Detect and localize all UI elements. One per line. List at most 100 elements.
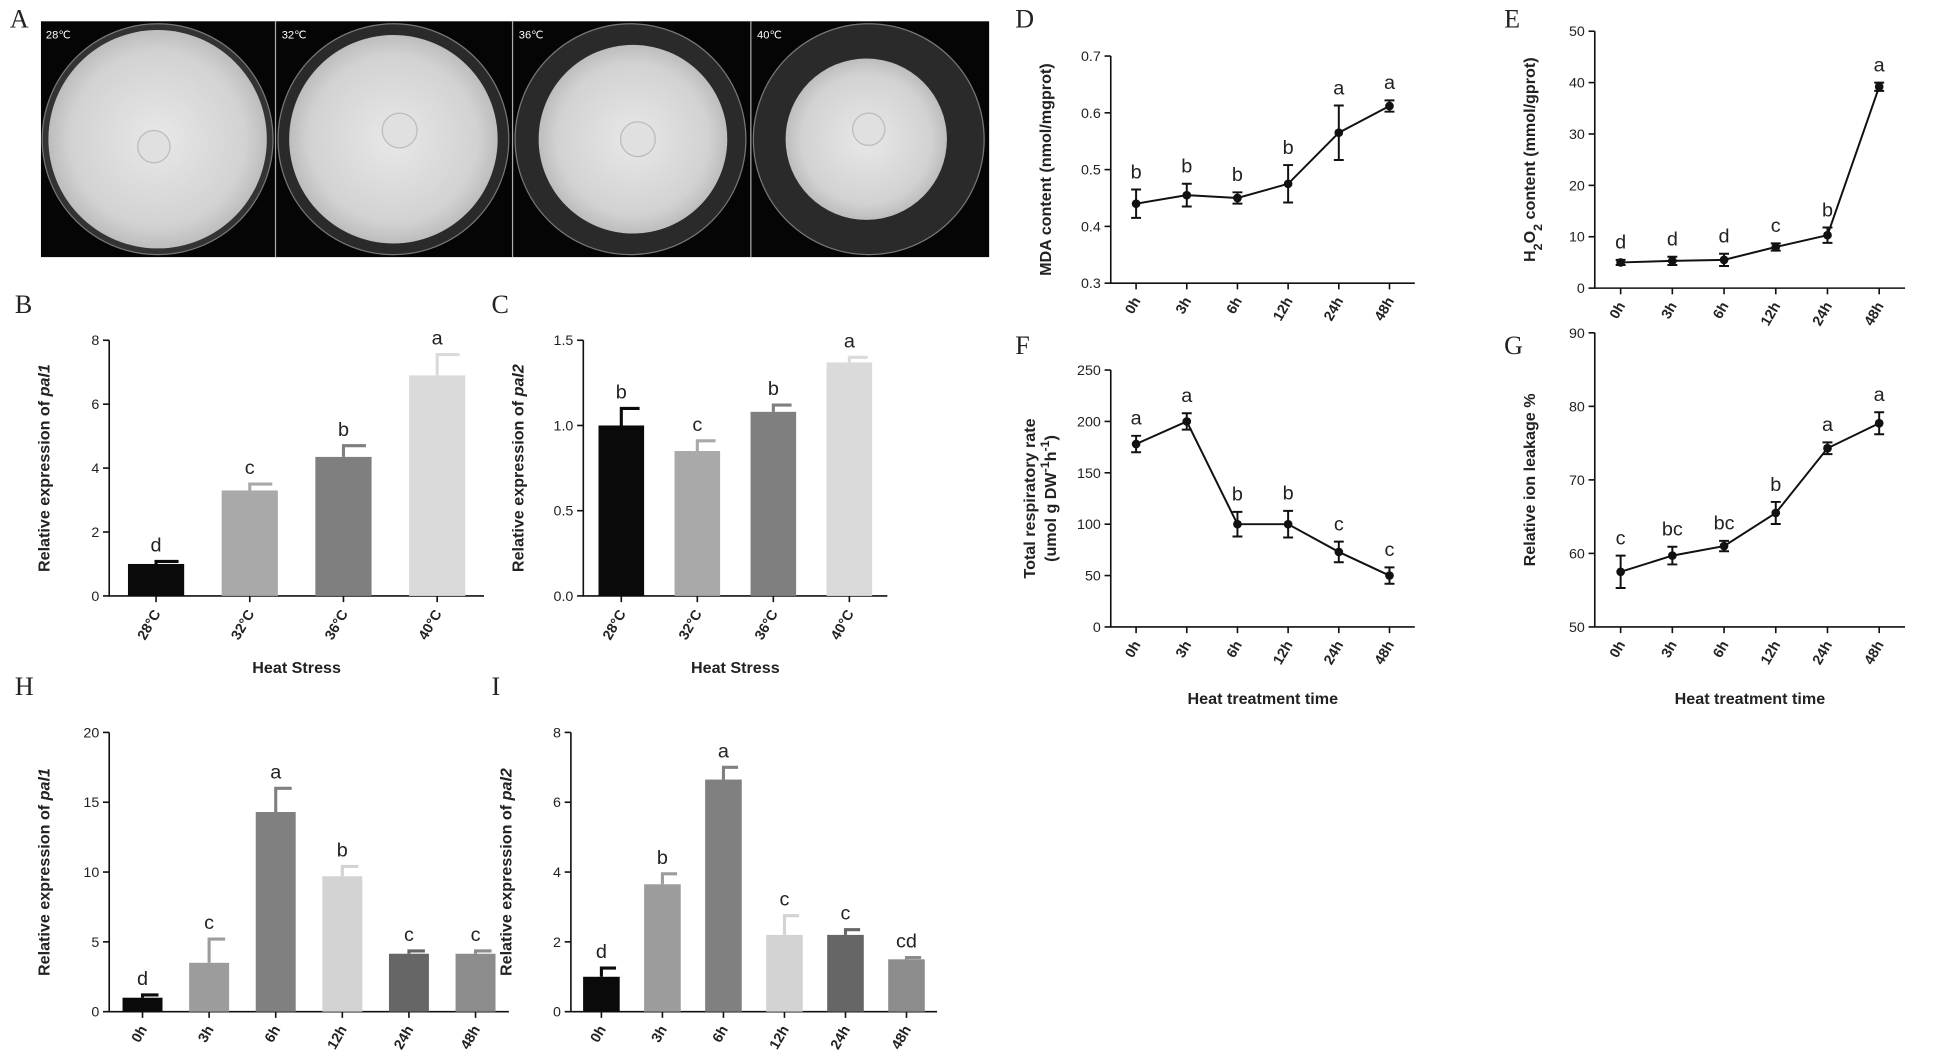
y-tick-label: 60 (1569, 546, 1585, 562)
error-bar (660, 872, 678, 885)
line (1135, 105, 1390, 205)
y-tick-label: 2 (91, 525, 99, 541)
y-axis-title: Total respiratory rate (1021, 418, 1039, 578)
x-tick-label: 24h (1321, 638, 1347, 667)
axes (1109, 370, 1415, 628)
significance-letter: a (718, 740, 730, 762)
point (1283, 179, 1293, 189)
significance-letter: c (1771, 215, 1781, 237)
significance-letter: bc (1662, 519, 1683, 541)
bar (322, 876, 363, 1012)
x-tick-label: 0h (1122, 295, 1144, 317)
panel-label: H (15, 672, 34, 701)
significance-letter: d (1615, 232, 1626, 254)
significance-letter: d (137, 968, 148, 990)
x-tick-label: 6h (1710, 638, 1732, 660)
y-axis-title: MDA content (nmol/mgprot) (1037, 63, 1055, 276)
y-tick-label: 0 (1577, 281, 1585, 297)
y-tick-label: 0.0 (554, 589, 574, 605)
error-bar (904, 956, 922, 960)
significance-letter: a (1384, 72, 1396, 94)
y-axis-title-part: O (1521, 231, 1539, 244)
x-tick-label: 12h (1758, 638, 1784, 667)
y-axis-title: Relative expression of pal1 (36, 364, 54, 572)
significance-letter: c (1385, 539, 1395, 561)
axes (1593, 31, 1906, 289)
y-tick-label: 50 (1569, 620, 1585, 636)
y-axis-title-part: MDA content (nmol/mgprot) (1037, 63, 1055, 276)
significance-letter: b (338, 419, 349, 441)
photo-caption: 32℃ (282, 30, 307, 42)
plate (277, 23, 510, 256)
y-axis-title-part: pal2 (510, 364, 528, 397)
significance-letter: c (692, 414, 702, 436)
x-tick-label: 48h (1372, 638, 1398, 667)
line (1620, 86, 1881, 264)
x-tick-label: 28°C (135, 607, 165, 643)
error-bar (154, 559, 179, 564)
chart-panel: G 50 60 70 80 90 0h 3h 6h 12h 24h 48h Heat treatment… (1504, 326, 1906, 708)
point (1233, 193, 1242, 203)
y-tick-label: 10 (83, 865, 99, 881)
y-tick-label: 50 (1085, 569, 1101, 585)
significance-letter: b (1283, 483, 1294, 505)
x-tick-label: 48h (1372, 295, 1398, 324)
y-tick-label: 150 (1077, 466, 1101, 482)
plate (752, 23, 985, 256)
significance-letter: d (1667, 229, 1678, 251)
chart-panel: H 0 5 10 15 20 0h 3h 6h 12h 24h 48h Relative express… (15, 672, 509, 1052)
y-tick-label: 0 (91, 1005, 99, 1021)
point (1668, 256, 1677, 266)
y-tick-label: 50 (1569, 24, 1585, 40)
significance-letter: b (657, 847, 668, 869)
y-tick-label: 100 (1077, 517, 1101, 533)
y-axis-title-part: pal1 (36, 364, 54, 397)
significance-letter: a (1874, 384, 1886, 406)
significance-letter: bc (1714, 513, 1735, 535)
x-tick-label: 0h (1607, 300, 1629, 322)
photo-strip: 28℃ 32℃ 36℃ 40℃ A (10, 5, 990, 258)
y-tick-label: 70 (1569, 473, 1585, 489)
x-axis-title: Heat treatment time (1188, 690, 1339, 708)
significance-letter: a (1874, 54, 1886, 76)
x-tick-label: 0h (588, 1023, 610, 1045)
x-tick-label: 40°C (828, 607, 858, 643)
y-tick-label: 30 (1569, 127, 1585, 143)
y-axis-title: H2O2 content (mmol/gprot) (1521, 57, 1545, 262)
x-tick-label: 36°C (322, 607, 352, 643)
point (1334, 128, 1344, 138)
axes (570, 732, 938, 1013)
line (1620, 422, 1880, 573)
line (1135, 420, 1390, 577)
error-bar (274, 786, 292, 813)
y-axis-title-part: Relative expression of (497, 800, 515, 976)
y-axis-title-part: Relative ion leakage % (1521, 393, 1539, 566)
significance-letter: b (1181, 156, 1192, 178)
y-axis-title-part: Relative expression of (510, 396, 528, 572)
point (1874, 82, 1884, 92)
y-tick-label: 1.5 (554, 333, 574, 349)
y-axis-title-part: pal1 (36, 768, 54, 801)
x-tick-label: 6h (1710, 300, 1732, 322)
significance-letter: b (1232, 484, 1243, 506)
error-bar (771, 403, 792, 412)
x-tick-label: 3h (1173, 638, 1195, 660)
x-tick-label: 3h (1173, 295, 1195, 317)
bar (455, 953, 496, 1012)
y-tick-label: 10 (1569, 230, 1585, 246)
point (1616, 258, 1625, 267)
y-axis-title-part: -1 (1038, 461, 1052, 472)
y-tick-label: 200 (1077, 414, 1101, 430)
x-tick-label: 36°C (752, 607, 782, 643)
y-tick-label: 8 (553, 725, 561, 741)
significance-letter: a (1333, 77, 1345, 99)
y-tick-label: 0 (91, 589, 99, 605)
x-tick-label: 32°C (676, 607, 706, 643)
x-tick-label: 0h (1122, 638, 1144, 660)
point (1182, 190, 1192, 200)
significance-letter: d (1719, 226, 1730, 248)
significance-letter: c (471, 924, 481, 946)
point (1771, 242, 1781, 252)
y-tick-label: 0.3 (1081, 276, 1101, 292)
significance-letter: cd (896, 931, 917, 953)
